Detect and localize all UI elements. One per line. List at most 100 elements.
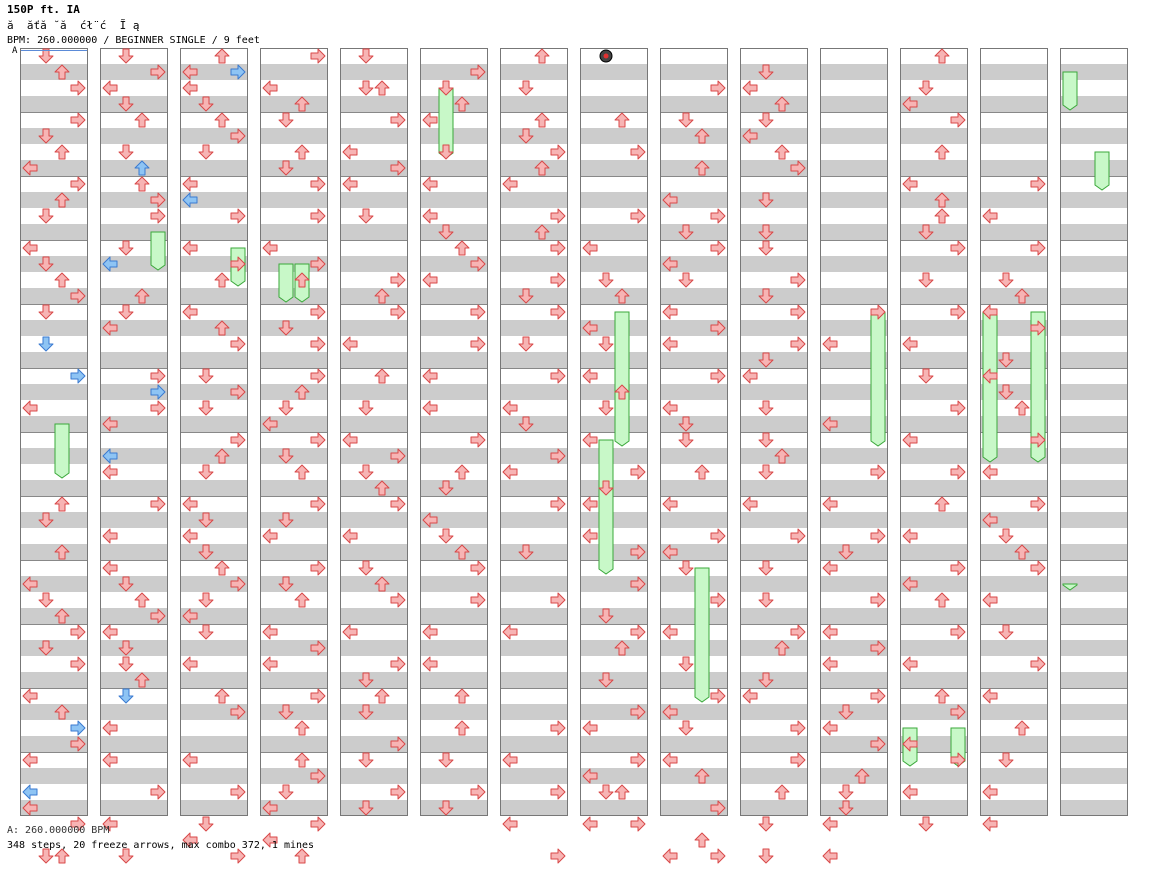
right-arrow <box>1030 496 1046 512</box>
left-arrow <box>662 400 678 416</box>
beat-stripe <box>820 704 888 720</box>
right-arrow <box>710 848 726 864</box>
up-arrow <box>214 688 230 704</box>
beat-stripe <box>260 288 328 304</box>
column-border <box>820 48 888 816</box>
chart-column <box>260 48 328 816</box>
beat-stripe <box>1060 736 1128 752</box>
up-arrow <box>54 64 70 80</box>
beat-stripe <box>900 480 968 496</box>
right-arrow <box>390 592 406 608</box>
down-arrow <box>838 544 854 560</box>
beat-stripe <box>740 224 808 240</box>
beat-stripe <box>660 160 728 176</box>
beat-stripe <box>820 672 888 688</box>
left-arrow <box>262 624 278 640</box>
right-arrow <box>310 256 326 272</box>
down-arrow <box>758 352 774 368</box>
right-arrow <box>150 384 166 400</box>
left-arrow <box>662 336 678 352</box>
step-stats: 348 steps, 20 freeze arrows, max combo 3… <box>7 840 315 851</box>
left-arrow <box>742 368 758 384</box>
down-arrow <box>278 784 294 800</box>
beat-stripe <box>100 768 168 784</box>
beat-stripe <box>980 192 1048 208</box>
beat-stripe <box>900 256 968 272</box>
down-arrow <box>278 704 294 720</box>
right-arrow <box>310 688 326 704</box>
right-arrow <box>1030 560 1046 576</box>
beat-stripe <box>260 800 328 816</box>
beat-stripe <box>20 320 88 336</box>
left-arrow <box>742 80 758 96</box>
right-arrow <box>790 336 806 352</box>
column-border <box>980 48 1048 816</box>
up-arrow <box>1014 720 1030 736</box>
beat-stripe <box>20 544 88 560</box>
beat-stripe <box>820 64 888 80</box>
beat-stripe <box>580 512 648 528</box>
beat-stripe <box>340 128 408 144</box>
beat-stripe <box>100 608 168 624</box>
beat-stripe <box>580 256 648 272</box>
left-arrow <box>342 432 358 448</box>
right-arrow <box>310 368 326 384</box>
down-arrow <box>198 512 214 528</box>
right-arrow <box>230 784 246 800</box>
beat-stripe <box>660 512 728 528</box>
beat-stripe <box>340 704 408 720</box>
beat-stripe <box>260 512 328 528</box>
down-arrow <box>518 288 534 304</box>
beat-stripe <box>660 672 728 688</box>
beat-stripe <box>500 256 568 272</box>
beat-stripe <box>500 384 568 400</box>
right-arrow <box>470 256 486 272</box>
down-arrow <box>918 368 934 384</box>
right-arrow <box>230 576 246 592</box>
left-arrow <box>262 832 278 848</box>
beat-stripe <box>20 288 88 304</box>
beat-stripe <box>820 768 888 784</box>
right-arrow <box>390 784 406 800</box>
down-arrow <box>38 336 54 352</box>
beat-stripe <box>260 352 328 368</box>
right-arrow <box>950 560 966 576</box>
up-arrow <box>54 272 70 288</box>
right-arrow <box>390 272 406 288</box>
down-arrow <box>838 784 854 800</box>
down-arrow <box>598 784 614 800</box>
bpm-summary: A: 260.000000 BPM <box>7 825 110 836</box>
down-arrow <box>198 816 214 832</box>
beat-stripe <box>180 352 248 368</box>
right-arrow <box>230 256 246 272</box>
beat-stripe <box>180 320 248 336</box>
right-arrow <box>310 208 326 224</box>
beat-stripe <box>980 224 1048 240</box>
beat-stripe <box>500 576 568 592</box>
left-arrow <box>182 176 198 192</box>
left-arrow <box>982 688 998 704</box>
right-arrow <box>310 496 326 512</box>
beat-stripe <box>580 800 648 816</box>
down-arrow <box>518 128 534 144</box>
chart-column <box>100 48 168 816</box>
beat-stripe <box>500 512 568 528</box>
right-arrow <box>230 704 246 720</box>
right-arrow <box>550 272 566 288</box>
beat-stripe <box>820 544 888 560</box>
down-arrow <box>38 128 54 144</box>
up-arrow <box>294 752 310 768</box>
beat-stripe <box>820 608 888 624</box>
down-arrow <box>598 480 614 496</box>
left-arrow <box>582 320 598 336</box>
beat-stripe <box>740 320 808 336</box>
right-arrow <box>390 656 406 672</box>
beat-stripe <box>100 288 168 304</box>
left-arrow <box>982 464 998 480</box>
beat-stripe <box>420 96 488 112</box>
up-arrow <box>374 80 390 96</box>
beat-stripe <box>340 672 408 688</box>
right-arrow <box>710 528 726 544</box>
left-arrow <box>662 624 678 640</box>
right-arrow <box>70 112 86 128</box>
